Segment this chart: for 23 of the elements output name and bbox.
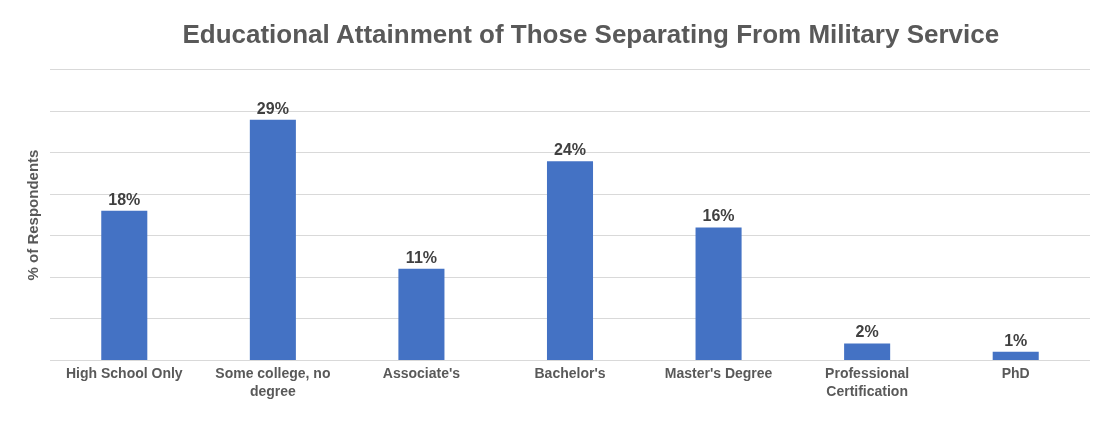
bar: [249, 119, 296, 360]
data-label: 16%: [702, 207, 735, 225]
x-tick-label: Professional Certification: [825, 364, 910, 399]
data-label: 11%: [405, 248, 437, 266]
x-tick-label: Associate's: [382, 364, 461, 381]
data-label: 18%: [108, 190, 141, 208]
x-tick-label: High School Only: [65, 364, 183, 381]
bar: [546, 161, 594, 360]
bar: [844, 343, 891, 360]
data-label: 2%: [855, 323, 879, 341]
data-label: 1%: [1004, 331, 1028, 349]
bar: [695, 227, 742, 360]
bar: [398, 268, 445, 360]
data-label: 29%: [256, 99, 289, 117]
chart-title: Educational Attainment of Those Separating From Military Service: [182, 18, 1000, 49]
bar: [101, 210, 148, 360]
data-label: 24%: [553, 141, 587, 159]
y-axis-title: % of Respondents: [24, 149, 42, 281]
x-tick-label: Some college, no degree: [215, 364, 331, 399]
x-tick-label: Bachelor's: [534, 364, 606, 381]
x-tick-label: Master's Degree: [664, 364, 773, 381]
bar: [992, 351, 1039, 360]
x-tick-label: PhD: [1001, 364, 1030, 381]
